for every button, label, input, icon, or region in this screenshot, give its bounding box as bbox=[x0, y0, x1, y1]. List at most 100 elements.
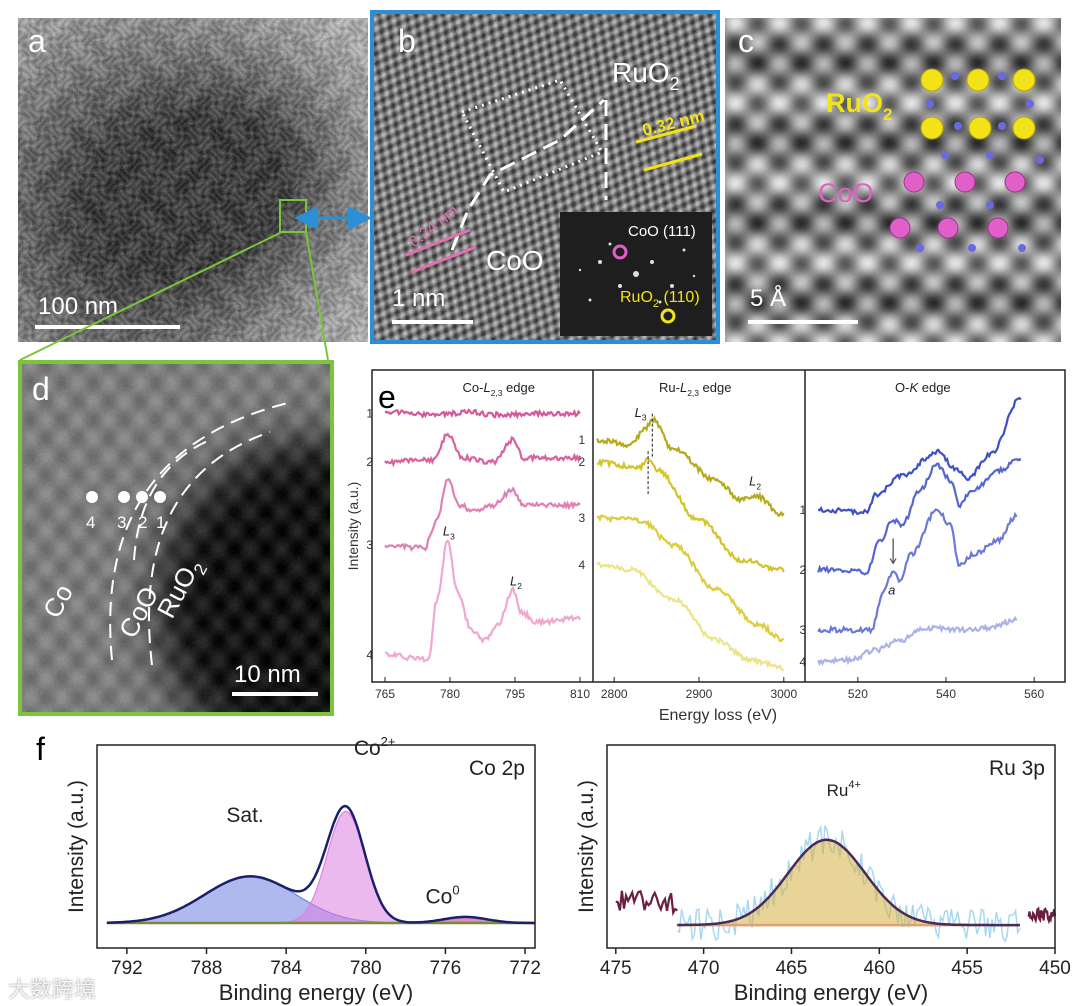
panel-label-a: a bbox=[28, 23, 46, 59]
spectrum-label-2: 2 bbox=[366, 455, 373, 469]
panel-c: c RuO2 CoO 5 Å bbox=[738, 23, 1044, 324]
x-tick-label: 780 bbox=[440, 687, 460, 701]
spectrum-label-1: 1 bbox=[366, 407, 373, 421]
boundary-arc-outer bbox=[109, 401, 293, 661]
watermark: 大数跨境 bbox=[8, 978, 97, 1003]
x-tick-label: 776 bbox=[430, 958, 462, 979]
peak-label-co0: Co0 bbox=[426, 882, 460, 908]
lattice-line-ruo2-1 bbox=[635, 124, 697, 144]
panel-label-b: b bbox=[398, 23, 416, 59]
fft-spots bbox=[578, 242, 696, 304]
spectrum-3 bbox=[596, 514, 784, 643]
xps-title: Co 2p bbox=[469, 757, 525, 780]
crystal-label-ruo2: RuO2 bbox=[826, 88, 892, 124]
x-tick-label: 795 bbox=[505, 687, 525, 701]
raw-edge-segment bbox=[615, 889, 678, 917]
oxygen-atoms bbox=[916, 72, 1044, 252]
x-tick-label: 2900 bbox=[686, 687, 713, 701]
panel-a: a 100 nm bbox=[19, 23, 372, 361]
xps-ylabel: Intensity (a.u.) bbox=[575, 780, 598, 913]
spectrum-label-4: 4 bbox=[579, 558, 586, 572]
spectrum-3 bbox=[384, 477, 581, 552]
x-tick-label: 2800 bbox=[601, 687, 628, 701]
xps-xlabel: Binding energy (eV) bbox=[219, 980, 413, 1005]
boundary-arc-middle bbox=[148, 431, 271, 666]
x-tick-label: 792 bbox=[111, 958, 143, 979]
scale-bar-label-b: 1 nm bbox=[392, 285, 445, 312]
x-tick-label: 788 bbox=[191, 958, 223, 979]
scale-bar-label-a: 100 nm bbox=[38, 293, 118, 320]
dotted-region bbox=[459, 78, 605, 194]
region-label-co: Co bbox=[37, 579, 79, 622]
panel-label-f: f bbox=[36, 731, 45, 767]
phase-label-coo: CoO bbox=[486, 245, 544, 276]
xps-frame bbox=[96, 744, 536, 949]
spectrum-label-3: 3 bbox=[366, 538, 373, 552]
xps-xlabel: Binding energy (eV) bbox=[734, 980, 928, 1005]
subplot-title: Ru-L2,3 edge bbox=[659, 380, 731, 398]
peak-label-co2plus: Co2+ bbox=[354, 734, 396, 760]
haadf-image-d bbox=[22, 364, 330, 712]
spectrum-label-1: 1 bbox=[579, 433, 586, 447]
xps-frame bbox=[606, 744, 1056, 949]
peak-annotation: L3 bbox=[443, 523, 455, 541]
raw-edge-segment bbox=[1027, 906, 1057, 925]
zoom-line-right bbox=[305, 231, 329, 361]
spectrum-label-4: 4 bbox=[800, 655, 807, 669]
envelope-line bbox=[106, 804, 535, 925]
x-tick-label: 560 bbox=[1024, 687, 1044, 701]
spectrum-3 bbox=[817, 508, 1018, 635]
analysis-points bbox=[86, 491, 166, 503]
peak-annotation: L2 bbox=[749, 473, 761, 491]
eels-frame bbox=[371, 369, 1066, 683]
x-tick-label: 455 bbox=[951, 958, 983, 979]
peak-annotation: L2 bbox=[510, 573, 522, 591]
x-tick-label: 460 bbox=[863, 958, 895, 979]
x-tick-label: 450 bbox=[1039, 958, 1071, 979]
point-label-4: 4 bbox=[86, 513, 95, 532]
x-tick-label: 810 bbox=[570, 687, 590, 701]
eels-subplot-2: Ru-L2,3 edge 2800 2900 3000 1 2 3 4 L3 L2 bbox=[579, 370, 797, 701]
ruo2-spot-marker bbox=[660, 308, 676, 324]
d-spacing-ruo2: 0.32 nm bbox=[640, 106, 706, 140]
xps-chart-1: 792 788 784 780 776 772 Binding energy (eV) Int… bbox=[36, 731, 541, 1005]
boundary-arc-inner bbox=[133, 439, 211, 561]
eels-subplot-3: O-K edge 520 540 560 1 2 3 4 a bbox=[800, 370, 1044, 701]
spectrum-2 bbox=[596, 457, 785, 573]
xps-ylabel: Intensity (a.u.) bbox=[65, 780, 88, 913]
spectrum-label-3: 3 bbox=[800, 623, 807, 637]
coo-spot-marker bbox=[612, 244, 628, 260]
eels-chart: e Intensity (a.u.) Energy loss (eV) Co-L2,3… bbox=[345, 369, 1066, 724]
arrow-head-icon bbox=[889, 558, 897, 565]
spectrum-4 bbox=[817, 615, 1018, 667]
spectrum-1 bbox=[596, 415, 785, 518]
spectrum-2 bbox=[384, 432, 582, 468]
xps-title: Ru 3p bbox=[989, 757, 1045, 780]
eels-ylabel: Intensity (a.u.) bbox=[345, 482, 361, 571]
peak-label-ru4plus: Ru4+ bbox=[827, 779, 861, 800]
xps-chart-2: 475 470 465 460 455 450 Binding energy (eV) Int… bbox=[575, 744, 1071, 1005]
spectrum-1 bbox=[817, 396, 1022, 517]
x-tick-label: 470 bbox=[688, 958, 720, 979]
zoom-line-left bbox=[19, 231, 283, 361]
x-tick-label: 784 bbox=[270, 958, 302, 979]
x-tick-label: 765 bbox=[375, 687, 395, 701]
spectrum-4 bbox=[596, 561, 784, 672]
spectrum-label-2: 2 bbox=[579, 455, 586, 469]
x-tick-label: 540 bbox=[936, 687, 956, 701]
lattice-line-coo-2 bbox=[411, 245, 477, 274]
tem-image-a bbox=[18, 18, 368, 342]
panel-b-frame bbox=[370, 10, 720, 344]
x-tick-label: 520 bbox=[848, 687, 868, 701]
scale-bar-label-c: 5 Å bbox=[750, 284, 786, 312]
spectrum-label-4: 4 bbox=[366, 648, 373, 662]
point-label-3: 3 bbox=[117, 513, 126, 532]
peak-label-sat: Sat. bbox=[226, 804, 263, 827]
x-tick-label: 780 bbox=[350, 958, 382, 979]
region-label-ruo2: RuO2 bbox=[151, 553, 211, 625]
spectrum-4 bbox=[384, 539, 581, 663]
fft-label-coo: CoO (111) bbox=[628, 223, 696, 240]
spectrum-label-2: 2 bbox=[800, 563, 807, 577]
eels-subplot-1: Co-L2,3 edge 765 780 795 810 1 2 3 4 L3 L2 bbox=[366, 380, 590, 701]
